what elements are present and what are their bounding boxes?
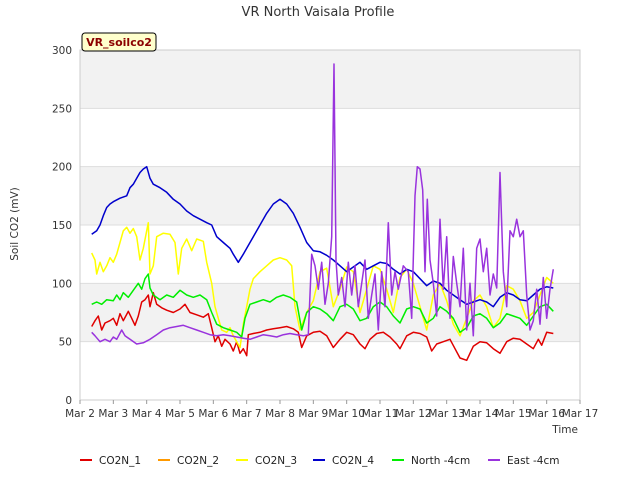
legend: CO2N_1 CO2N_2 CO2N_3 CO2N_4 North -4cm East -… (80, 455, 559, 467)
y-tick-label: 250 (52, 103, 72, 115)
plot-band (80, 341, 580, 400)
x-tick-label: Mar 6 (198, 408, 228, 420)
series-line-north-4cm (91, 273, 554, 338)
x-tick-label: Mar 2 (65, 408, 95, 420)
legend-label: CO2N_3 (255, 455, 297, 467)
x-tick-label: Mar 4 (132, 408, 162, 420)
x-axis-title: Time (551, 424, 578, 436)
legend-label: CO2N_4 (332, 455, 374, 467)
y-tick-label: 0 (65, 395, 72, 407)
legend-label: CO2N_1 (99, 455, 141, 467)
legend-label: East -4cm (507, 455, 559, 467)
series-line-co2n-3 (91, 221, 554, 349)
series-line-co2n-4 (91, 165, 554, 308)
x-tick-label: Mar 3 (98, 408, 128, 420)
x-tick-label: Mar 11 (362, 408, 399, 420)
plot-band (80, 108, 580, 167)
legend-label: CO2N_2 (177, 455, 219, 467)
x-tick-label: Mar 16 (528, 408, 565, 420)
y-tick-label: 50 (59, 337, 72, 349)
x-tick-label: Mar 7 (232, 408, 262, 420)
y-tick-label: 150 (52, 220, 72, 232)
x-tick-label: Mar 12 (395, 408, 432, 420)
y-axis-title: Soil CO2 (mV) (9, 187, 21, 260)
y-tick-label: 200 (52, 162, 72, 174)
legend-label: North -4cm (411, 455, 470, 467)
x-tick-label: Mar 5 (165, 408, 195, 420)
x-tick-label: Mar 15 (495, 408, 532, 420)
plot-band (80, 50, 580, 109)
badge-label: VR_soilco2 (86, 36, 152, 49)
y-tick-label: 100 (52, 278, 72, 290)
x-tick-label: Mar 10 (328, 408, 365, 420)
plot-background (80, 50, 580, 400)
plot-band (80, 166, 580, 225)
y-tick-label: 300 (52, 45, 72, 57)
x-tick-label: Mar 14 (462, 408, 499, 420)
series-line-east-4cm (91, 63, 555, 345)
x-tick-label: Mar 17 (562, 408, 599, 420)
x-tick-label: Mar 13 (428, 408, 465, 420)
plot-band (80, 283, 580, 342)
x-tick-label: Mar 9 (298, 408, 328, 420)
chart-title: VR North Vaisala Profile (242, 5, 395, 20)
badge: VR_soilco2 (81, 32, 157, 52)
plot-frame (79, 49, 581, 401)
series-layer (91, 63, 555, 362)
x-tick-label: Mar 8 (265, 408, 295, 420)
series-line-co2n-1 (91, 291, 554, 362)
badge-box (81, 32, 157, 52)
